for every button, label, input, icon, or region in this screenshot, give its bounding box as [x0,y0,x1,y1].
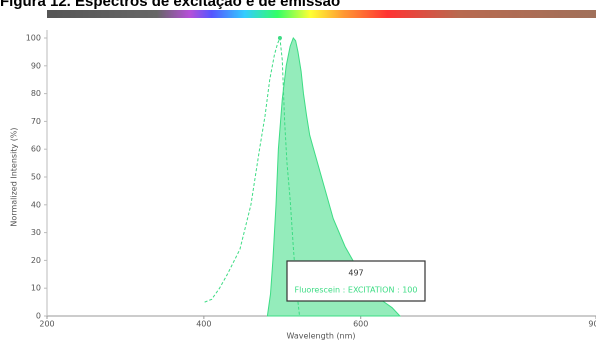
y-tick-label: 20 [31,256,41,265]
x-tick-label: 400 [196,320,211,329]
y-tick-label: 100 [26,34,41,43]
y-tick-label: 60 [31,145,41,154]
y-tick-label: 70 [31,117,41,126]
tooltip-box [286,260,426,302]
y-tick-label: 50 [31,173,41,182]
tooltip-text: Fluorescein : EXCITATION : 100 [295,286,418,295]
chart-title: Figura 12. Espectros de excitação e de e… [0,0,340,10]
x-tick-label: 900 [588,320,596,329]
y-tick-label: 0 [36,312,41,321]
x-tick-label: 200 [39,320,54,329]
x-axis-label: Wavelength (nm) [286,332,355,341]
tooltip-title: 497 [348,269,363,278]
y-tick-label: 40 [31,200,41,209]
y-tick-label: 80 [31,89,41,98]
y-tick-label: 10 [31,284,41,293]
spectrum-bar [47,10,596,18]
peak-marker [277,36,282,40]
x-tick-label: 600 [353,320,368,329]
y-tick-label: 30 [31,228,41,237]
y-tick-label: 90 [31,61,41,70]
y-axis-label: Normalized Intensity (%) [10,127,19,226]
